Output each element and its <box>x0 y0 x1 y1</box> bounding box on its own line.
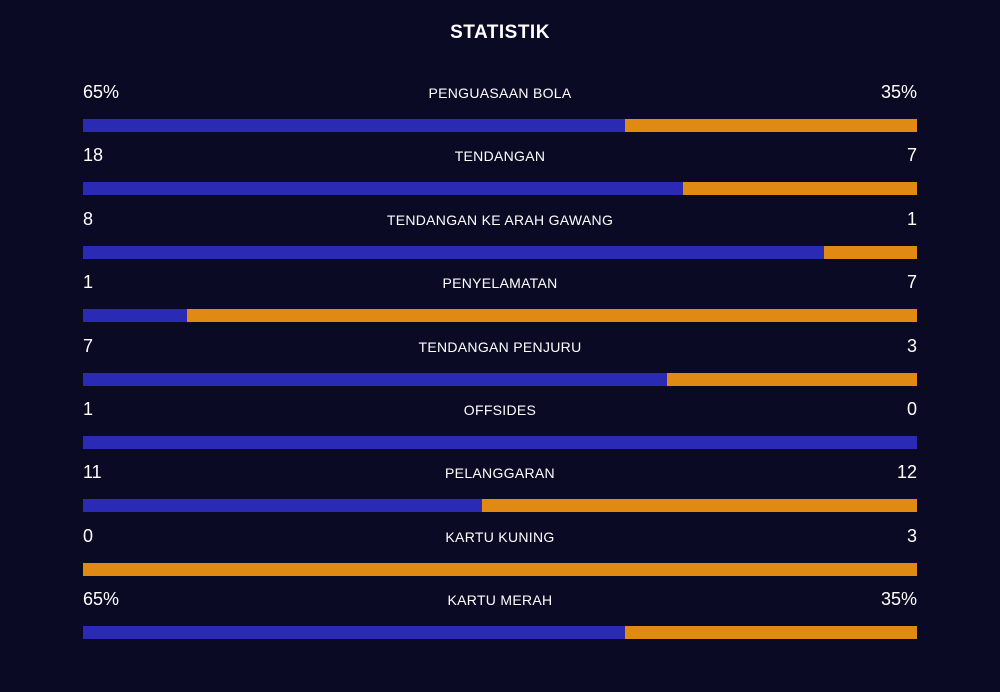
home-value: 7 <box>83 335 94 356</box>
stat-bar <box>83 626 917 640</box>
stat-row: 0 KARTU KUNING 3 <box>83 524 917 587</box>
bar-away-segment <box>83 562 917 576</box>
bar-home-segment <box>83 372 667 386</box>
away-value: 3 <box>906 335 917 356</box>
away-value: 1 <box>906 208 917 229</box>
away-value: 35% <box>880 82 917 102</box>
home-value: 8 <box>83 208 94 229</box>
stat-header: 0 KARTU KUNING 3 <box>83 524 917 552</box>
bar-away-segment <box>683 182 917 196</box>
stat-row: 7 TENDANGAN PENJURU 3 <box>83 334 917 397</box>
home-value: 65% <box>83 589 120 610</box>
stat-bar <box>83 499 917 513</box>
stat-label: KARTU KUNING <box>445 528 555 545</box>
stat-label: PENYELAMATAN <box>442 275 558 292</box>
stat-header: 18 TENDANGAN 7 <box>83 143 917 171</box>
bar-home-segment <box>83 309 188 323</box>
home-value: 65% <box>83 82 120 102</box>
away-value: 7 <box>906 145 917 166</box>
stat-bar <box>83 309 917 323</box>
bar-home-segment <box>83 182 684 196</box>
stat-header: 7 TENDANGAN PENJURU 3 <box>83 334 917 362</box>
stat-bar <box>83 435 917 449</box>
bar-home-segment <box>83 119 626 132</box>
stat-label: TENDANGAN PENJURU <box>418 338 582 355</box>
bar-away-segment <box>481 499 917 513</box>
bar-home-segment <box>83 499 482 513</box>
bar-home-segment <box>83 245 825 259</box>
stat-header: 1 PENYELAMATAN 7 <box>83 270 917 298</box>
away-value: 12 <box>896 462 917 483</box>
away-value: 0 <box>906 398 917 419</box>
stat-label: PELANGGARAN <box>445 465 555 482</box>
stat-label: OFFSIDES <box>463 401 537 418</box>
bar-home-segment <box>83 626 626 640</box>
stat-row: 11 PELANGGARAN 12 <box>83 460 917 523</box>
stat-label: PENGUASAAN BOLA <box>428 85 572 101</box>
home-value: 1 <box>83 272 94 293</box>
stats-title: STATISTIK <box>450 22 550 43</box>
stat-row: 65% KARTU MERAH 35% <box>83 587 917 650</box>
stat-header: 11 PELANGGARAN 12 <box>83 460 917 488</box>
home-value: 11 <box>83 462 102 483</box>
bar-home-segment <box>83 435 917 449</box>
stat-row: 8 TENDANGAN KE ARAH GAWANG 1 <box>83 207 917 270</box>
bar-away-segment <box>187 309 917 323</box>
stat-label: KARTU MERAH <box>447 592 553 609</box>
stats-list: 65% PENGUASAAN BOLA 35% 18 TENDANGAN 7 8 TENDAN… <box>83 80 917 651</box>
stat-bar <box>83 372 917 386</box>
stat-row: 1 PENYELAMATAN 7 <box>83 270 917 333</box>
stat-header: 8 TENDANGAN KE ARAH GAWANG 1 <box>83 207 917 235</box>
bar-away-segment <box>625 626 917 640</box>
away-value: 35% <box>880 589 917 610</box>
away-value: 3 <box>906 525 917 546</box>
stat-bar <box>83 182 917 196</box>
stat-label: TENDANGAN KE ARAH GAWANG <box>386 211 614 228</box>
bar-away-segment <box>625 119 917 132</box>
stat-label: TENDANGAN <box>454 148 546 165</box>
stat-row: 1 OFFSIDES 0 <box>83 397 917 460</box>
stat-header: 65% KARTU MERAH 35% <box>83 587 917 615</box>
stat-header: 65% PENGUASAAN BOLA 35% <box>83 80 917 108</box>
bar-away-segment <box>666 372 917 386</box>
away-value: 7 <box>906 272 917 293</box>
stat-bar <box>83 245 917 259</box>
stat-row: 18 TENDANGAN 7 <box>83 143 917 206</box>
stat-bar <box>83 119 917 132</box>
stat-header: 1 OFFSIDES 0 <box>83 397 917 425</box>
home-value: 1 <box>83 398 94 419</box>
stat-row: 65% PENGUASAAN BOLA 35% <box>83 80 917 143</box>
home-value: 0 <box>83 525 94 546</box>
home-value: 18 <box>83 145 104 166</box>
bar-away-segment <box>824 245 917 259</box>
stat-bar <box>83 562 917 576</box>
